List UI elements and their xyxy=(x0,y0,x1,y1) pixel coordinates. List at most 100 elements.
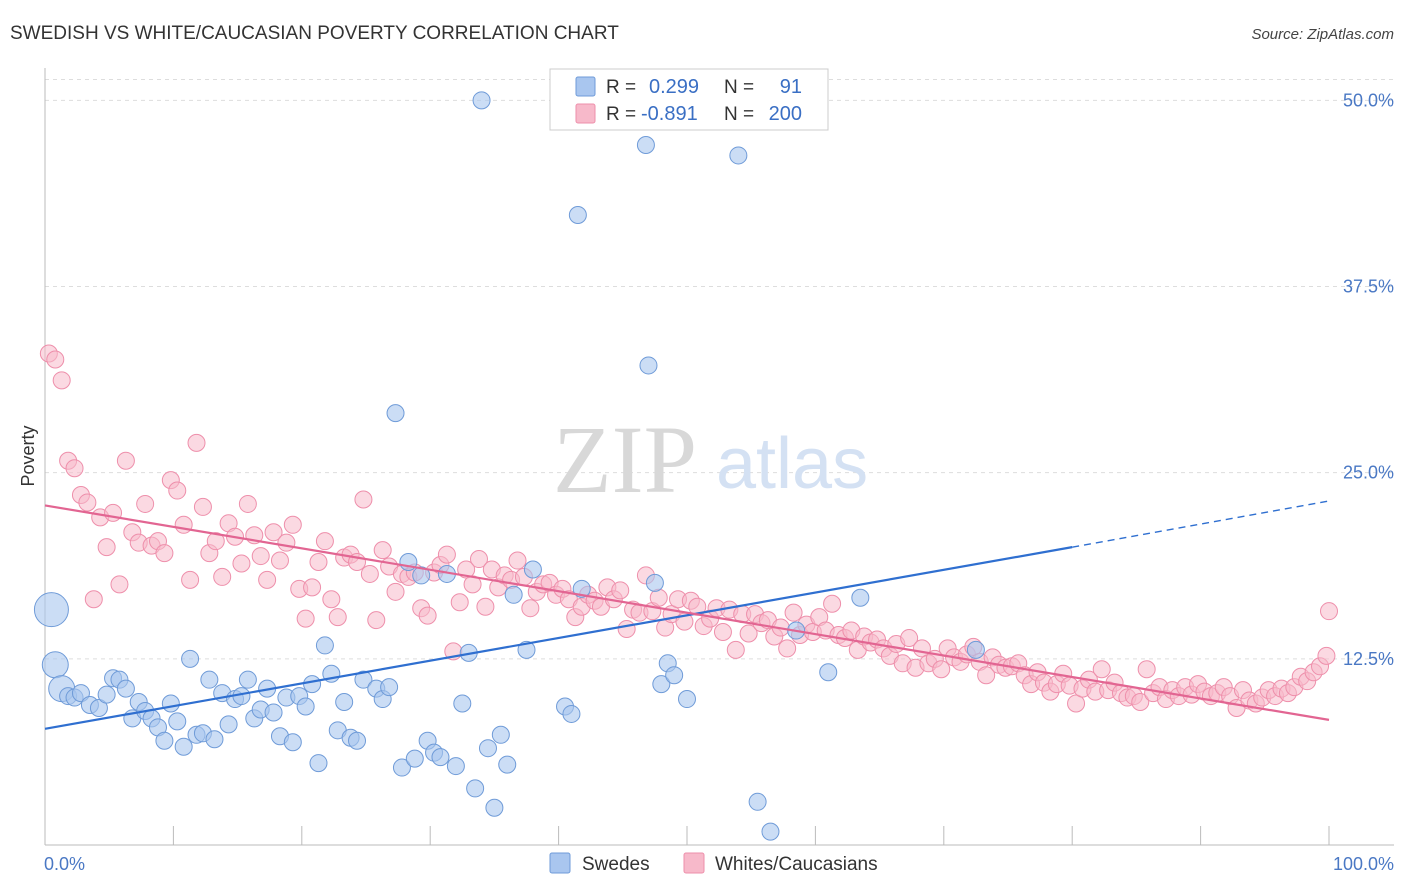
swedes-point xyxy=(431,748,450,767)
whites-caucasians-point xyxy=(168,481,187,500)
legend-whites-r-value: -0.891 xyxy=(641,103,698,125)
legend-swedes-r-value: 0.299 xyxy=(649,76,699,98)
whites-caucasians-point xyxy=(78,493,97,512)
swedes-point xyxy=(71,684,90,703)
swedes-point xyxy=(116,679,135,698)
whites-caucasians-point xyxy=(900,628,919,647)
whites-caucasians-point xyxy=(726,640,745,659)
whites-caucasians-point xyxy=(283,515,302,534)
whites-caucasians-point xyxy=(649,588,668,607)
swedes-point xyxy=(219,715,238,734)
swedes-point xyxy=(678,690,696,709)
legend-swedes-n-label: N = xyxy=(724,77,754,98)
swedes-point xyxy=(386,404,405,423)
swedes-point xyxy=(405,749,424,768)
legend-whites-n-value: 200 xyxy=(769,103,802,125)
swedes-point xyxy=(315,636,334,655)
whites-caucasians-point xyxy=(213,567,232,586)
x-tick-label-min: 0.0% xyxy=(44,854,85,874)
swedes-point xyxy=(645,573,664,592)
whites-caucasians-point xyxy=(193,497,212,516)
bottom-legend-swedes-swatch xyxy=(549,852,571,874)
swedes-point xyxy=(89,698,108,717)
swedes-point xyxy=(966,640,985,659)
swedes-point xyxy=(472,91,491,110)
whites-caucasians-point xyxy=(84,590,103,609)
whites-caucasians-points xyxy=(39,344,1338,717)
bottom-legend-whites-label: Whites/Caucasians xyxy=(715,854,878,875)
y-axis-label: Poverty xyxy=(18,425,38,486)
swedes-point xyxy=(41,651,69,679)
whites-caucasians-point xyxy=(469,550,488,569)
whites-caucasians-point xyxy=(418,606,437,625)
whites-caucasians-point xyxy=(322,590,341,609)
swedes-trend-line xyxy=(44,546,1073,730)
swedes-point xyxy=(572,579,591,598)
whites-caucasians-point xyxy=(270,551,289,570)
correlation-legend: R = 0.299 N = 91 R = -0.891 N = 200 xyxy=(549,68,829,131)
swedes-point xyxy=(485,798,504,817)
x-tick-label-max: 100.0% xyxy=(1333,854,1394,874)
swedes-point xyxy=(665,666,684,685)
swedes-point xyxy=(478,739,497,758)
chart-source: Source: ZipAtlas.com xyxy=(1251,26,1394,43)
whites-caucasians-point xyxy=(1067,694,1086,713)
whites-caucasians-point xyxy=(303,578,322,597)
whites-caucasians-point xyxy=(437,545,456,564)
whites-caucasians-point xyxy=(977,666,996,685)
swedes-point xyxy=(466,779,485,798)
swedes-point xyxy=(181,649,200,668)
whites-caucasians-point xyxy=(187,433,206,452)
whites-caucasians-point xyxy=(354,490,373,509)
whites-caucasians-point xyxy=(508,551,527,570)
swedes-point xyxy=(348,731,367,750)
whites-caucasians-point xyxy=(116,451,135,470)
swedes-point xyxy=(354,670,373,689)
whites-caucasians-point xyxy=(251,547,270,566)
whites-caucasians-point xyxy=(611,581,630,600)
watermark-zip-text: ZIP xyxy=(553,406,697,513)
swedes-point xyxy=(748,792,767,811)
whites-caucasians-point xyxy=(739,624,758,643)
whites-caucasians-point xyxy=(367,611,386,630)
y-tick-label: 25.0% xyxy=(1343,463,1394,483)
whites-caucasians-point xyxy=(65,459,84,478)
y-tick-label: 50.0% xyxy=(1343,90,1394,110)
swedes-point xyxy=(729,146,748,165)
whites-caucasians-point xyxy=(386,582,405,601)
whites-caucasians-point xyxy=(778,639,797,658)
swedes-point xyxy=(335,693,354,712)
whites-caucasians-point xyxy=(1092,660,1111,679)
swedes-point xyxy=(517,640,536,659)
legend-whites-swatch xyxy=(575,103,596,124)
whites-caucasians-point xyxy=(617,620,636,639)
grid-lines xyxy=(45,78,1394,660)
whites-caucasians-point xyxy=(476,597,495,616)
whites-caucasians-point xyxy=(1137,660,1156,679)
whites-caucasians-point xyxy=(110,575,129,594)
legend-swedes-r-label: R = xyxy=(606,77,636,98)
swedes-trend-extension xyxy=(1072,500,1330,548)
swedes-point xyxy=(491,725,510,744)
swedes-point xyxy=(33,592,69,628)
whites-caucasians-point xyxy=(97,538,116,557)
swedes-point xyxy=(155,731,174,750)
whites-caucasians-point xyxy=(784,603,803,622)
whites-caucasians-point xyxy=(713,623,732,642)
swedes-point xyxy=(392,758,411,777)
swedes-point xyxy=(97,685,116,704)
whites-caucasians-point xyxy=(450,593,469,612)
swedes-point xyxy=(161,694,180,713)
swedes-point xyxy=(652,675,671,694)
legend-whites-r-label: R = xyxy=(606,104,636,125)
series-legend: Swedes Whites/Caucasians xyxy=(549,852,878,875)
whites-caucasians-point xyxy=(277,533,296,552)
whites-caucasians-point xyxy=(360,564,379,583)
whites-caucasians-point xyxy=(206,532,225,551)
swedes-point xyxy=(562,704,581,723)
whites-caucasians-point xyxy=(1317,646,1336,665)
whites-caucasians-point xyxy=(823,594,842,613)
swedes-point xyxy=(380,678,399,697)
whites-caucasians-point xyxy=(181,570,200,589)
